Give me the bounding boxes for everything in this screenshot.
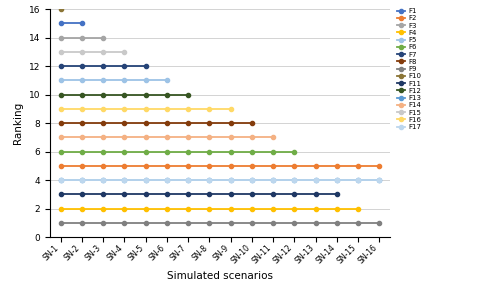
X-axis label: Simulated scenarios: Simulated scenarios <box>167 271 273 282</box>
Legend: F1, F2, F3, F4, F5, F6, F7, F8, F9, F10, F11, F12, F13, F14, F15, F16, F17: F1, F2, F3, F4, F5, F6, F7, F8, F9, F10,… <box>397 8 421 130</box>
Y-axis label: Ranking: Ranking <box>13 102 23 144</box>
